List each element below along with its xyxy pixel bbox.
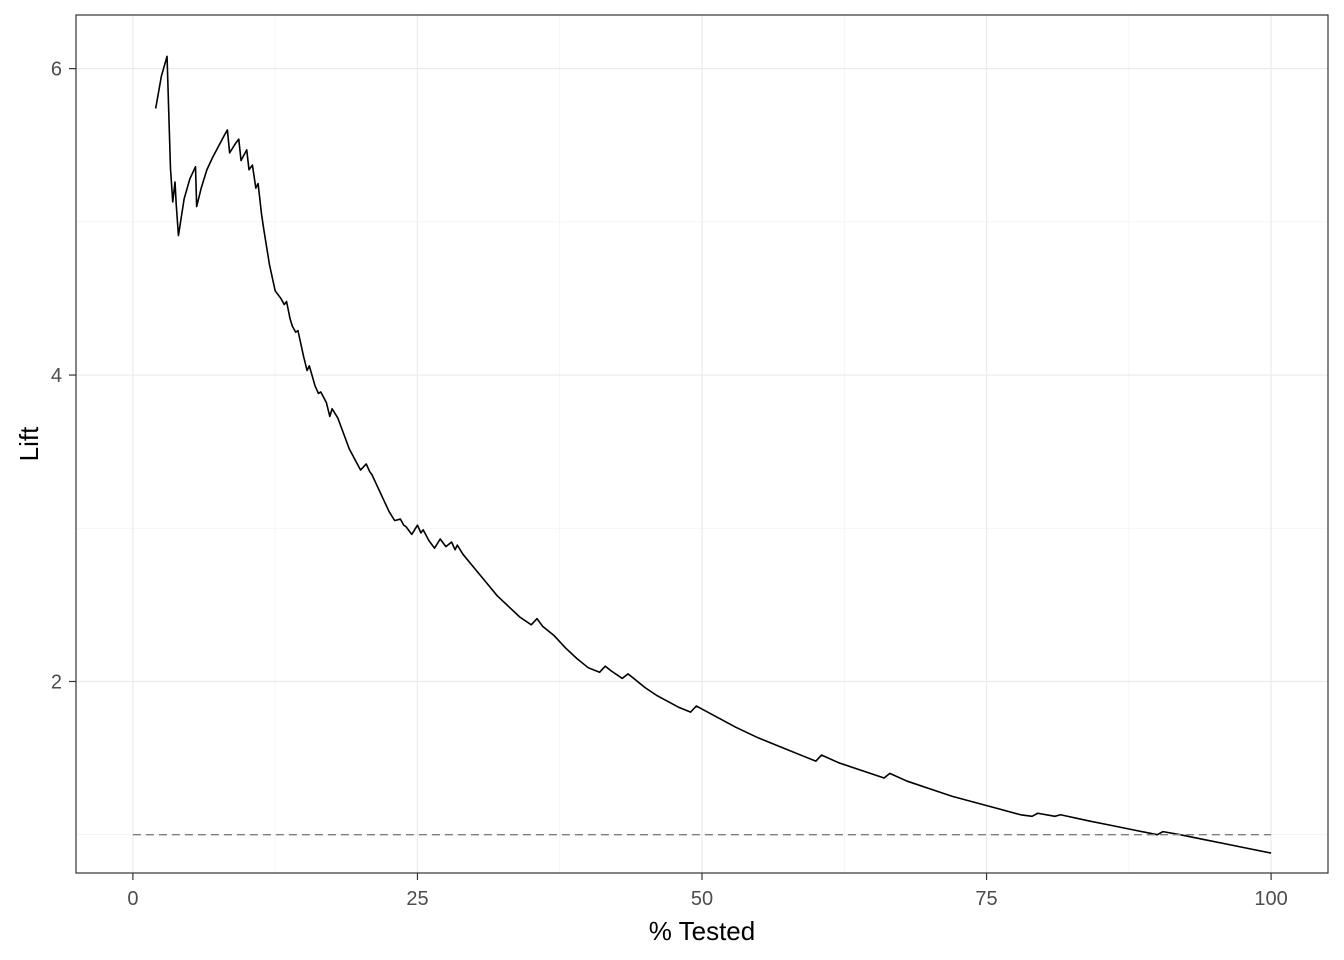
series-layer [132, 55, 1272, 854]
y-axis-title: Lift [14, 426, 44, 461]
x-tick-label: 0 [127, 888, 138, 910]
y-tick-label: 6 [51, 59, 62, 81]
lift-curve [154, 55, 1272, 854]
x-tick-label: 100 [1254, 888, 1287, 910]
x-tick-label: 75 [975, 888, 997, 910]
major-gridlines [76, 15, 1328, 873]
y-tick-label: 2 [51, 671, 62, 693]
x-tick-label: 50 [691, 888, 713, 910]
y-tick-label: 4 [51, 365, 62, 387]
x-tick-label: 25 [406, 888, 428, 910]
x-axis-title: % Tested [649, 916, 755, 946]
y-axis: 2 4 6 [51, 59, 76, 693]
x-axis: 0 25 50 75 100 [127, 873, 1288, 910]
